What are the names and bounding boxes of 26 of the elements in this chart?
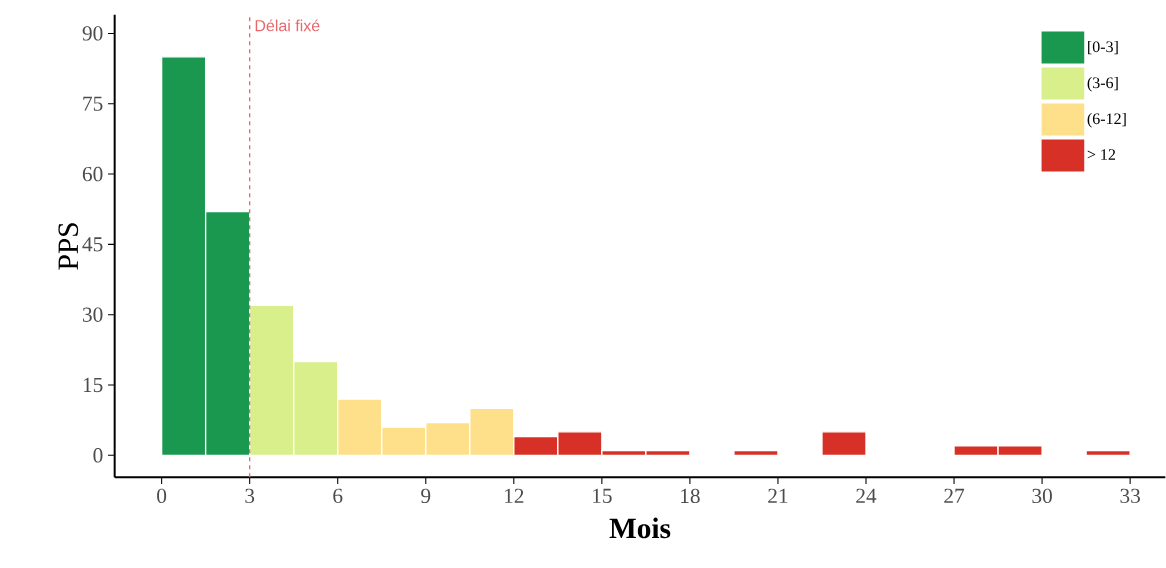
y-tick-label: 45	[82, 237, 103, 252]
y-tick-label: 15	[83, 377, 103, 393]
y-tick-label: 60	[82, 166, 103, 182]
x-tick-label: 18	[681, 488, 700, 504]
y-tick-label: 75	[83, 96, 103, 111]
legend-label: [0-3]	[1088, 40, 1118, 55]
x-tick-label: 30	[1032, 488, 1052, 504]
x-tick-label: 9	[421, 488, 431, 504]
x-tick-label: 24	[856, 488, 877, 503]
x-tick-label: 12	[505, 488, 524, 503]
x-tick-label: 3	[245, 488, 255, 504]
legend-label: (3-6]	[1087, 76, 1118, 92]
y-tick-label: 30	[82, 307, 103, 322]
x-tick-label: 33	[1120, 488, 1140, 504]
y-tick-label: 0	[93, 448, 103, 463]
x-tick-label: 27	[944, 488, 965, 503]
y-axis-title: PPS	[58, 223, 79, 270]
y-tick-label: 90	[82, 26, 103, 41]
legend-label: > 12	[1087, 149, 1116, 160]
x-tick-label: 0	[157, 488, 167, 504]
legend-label: (6-12]	[1087, 112, 1126, 128]
x-axis-title: Mois	[609, 517, 671, 539]
x-tick-label: 6	[333, 488, 343, 504]
x-tick-label: 21	[768, 488, 788, 503]
x-tick-label: 15	[593, 488, 612, 503]
ref-line-label: Délai fixé	[255, 19, 320, 32]
